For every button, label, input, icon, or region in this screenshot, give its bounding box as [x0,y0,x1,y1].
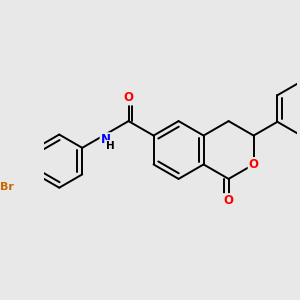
Text: O: O [224,194,234,207]
Text: O: O [249,158,259,171]
Text: H: H [106,141,115,151]
Text: Br: Br [0,182,14,192]
Text: O: O [124,92,134,104]
Text: N: N [100,133,111,146]
